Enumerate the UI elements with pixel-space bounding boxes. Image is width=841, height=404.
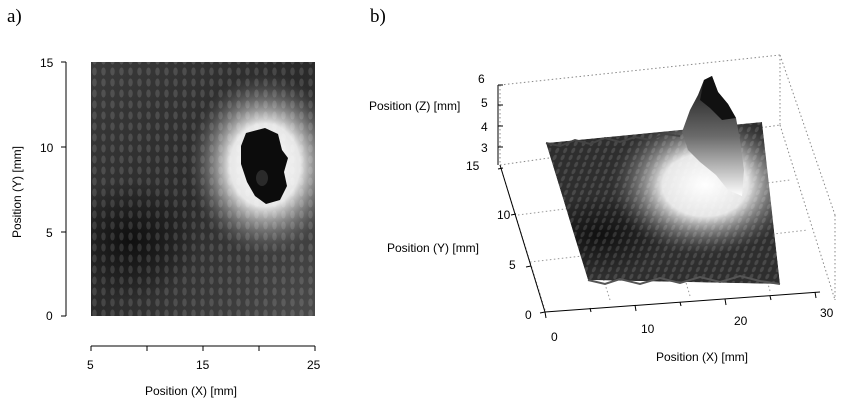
a-y-tick-5: 5 <box>46 226 53 240</box>
b-y-tick-5: 5 <box>509 258 516 272</box>
a-y-tick-10: 10 <box>40 141 54 155</box>
panel-a-heatmap <box>61 61 316 351</box>
b-x-axis-title: Position (X) [mm] <box>656 350 749 364</box>
a-y-tick-15: 15 <box>40 56 54 70</box>
b-z-tick-5: 5 <box>481 96 488 110</box>
y-axis-b <box>499 164 546 313</box>
a-x-tick-5: 5 <box>87 358 94 372</box>
b-y-tick-15: 15 <box>466 159 480 173</box>
panel-b-surface <box>497 54 836 319</box>
b-z-tick-4: 4 <box>481 120 488 134</box>
b-y-tick-10: 10 <box>497 208 511 222</box>
b-z-tick-6: 6 <box>478 72 485 86</box>
b-x-tick-0: 0 <box>551 330 558 344</box>
panel-b-label: b) <box>370 6 386 27</box>
heatmap-dark-crater <box>241 128 288 204</box>
b-y-axis-title: Position (Y) [mm] <box>387 241 480 255</box>
b-z-axis-title: Position (Z) [mm] <box>369 99 461 113</box>
b-z-tick-3: 3 <box>481 141 488 155</box>
x-axis-b <box>544 291 821 313</box>
a-x-tick-25: 25 <box>307 358 321 372</box>
surface-mesh <box>546 122 780 284</box>
panel-a-label: a) <box>7 6 22 27</box>
b-x-tick-30: 30 <box>820 306 834 320</box>
a-x-tick-15: 15 <box>196 358 210 372</box>
a-y-tick-0: 0 <box>46 309 53 323</box>
b-x-tick-10: 10 <box>641 322 655 336</box>
b-y-tick-0: 0 <box>525 308 532 322</box>
a-x-axis-title: Position (X) [mm] <box>145 384 238 398</box>
a-y-axis-title: Position (Y) [mm] <box>10 145 24 238</box>
b-x-tick-20: 20 <box>734 314 748 328</box>
